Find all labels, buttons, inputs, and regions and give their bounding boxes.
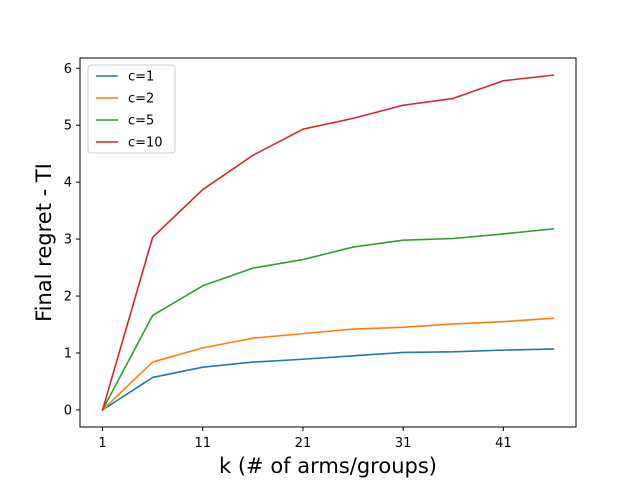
legend-label: c=2 bbox=[128, 92, 154, 107]
series-line-c-10 bbox=[101, 74, 555, 411]
y-tick-label: 3 bbox=[64, 233, 72, 248]
y-axis-label: Final regret - TI bbox=[32, 163, 56, 322]
x-tick-label: 1 bbox=[98, 436, 106, 451]
y-tick-label: 5 bbox=[64, 119, 72, 134]
series-line-c-2 bbox=[101, 317, 555, 412]
x-axis: 1 11 21 31 41 bbox=[98, 427, 512, 451]
legend-label: c=1 bbox=[128, 70, 154, 85]
x-tick-label: 21 bbox=[295, 436, 312, 451]
legend-label: c=10 bbox=[128, 136, 163, 151]
y-tick-label: 0 bbox=[64, 403, 72, 418]
y-tick-label: 4 bbox=[64, 176, 72, 191]
y-tick-label: 2 bbox=[64, 290, 72, 305]
y-tick-label: 1 bbox=[64, 346, 72, 361]
legend: c=1 c=2 c=5 c=10 bbox=[87, 64, 176, 154]
y-tick-label: 6 bbox=[64, 62, 72, 77]
x-tick-label: 11 bbox=[194, 436, 211, 451]
legend-label: c=5 bbox=[128, 114, 154, 129]
legend-box bbox=[87, 64, 176, 154]
x-axis-label: k (# of arms/groups) bbox=[219, 454, 437, 478]
plot-lines bbox=[101, 74, 555, 412]
series-line-c-5 bbox=[101, 227, 555, 412]
plot-frame bbox=[79, 57, 577, 428]
series-line-c-1 bbox=[101, 348, 555, 412]
y-axis: 0 1 2 3 4 5 6 bbox=[64, 62, 80, 418]
x-tick-label: 31 bbox=[395, 436, 412, 451]
x-tick-label: 41 bbox=[495, 436, 512, 451]
